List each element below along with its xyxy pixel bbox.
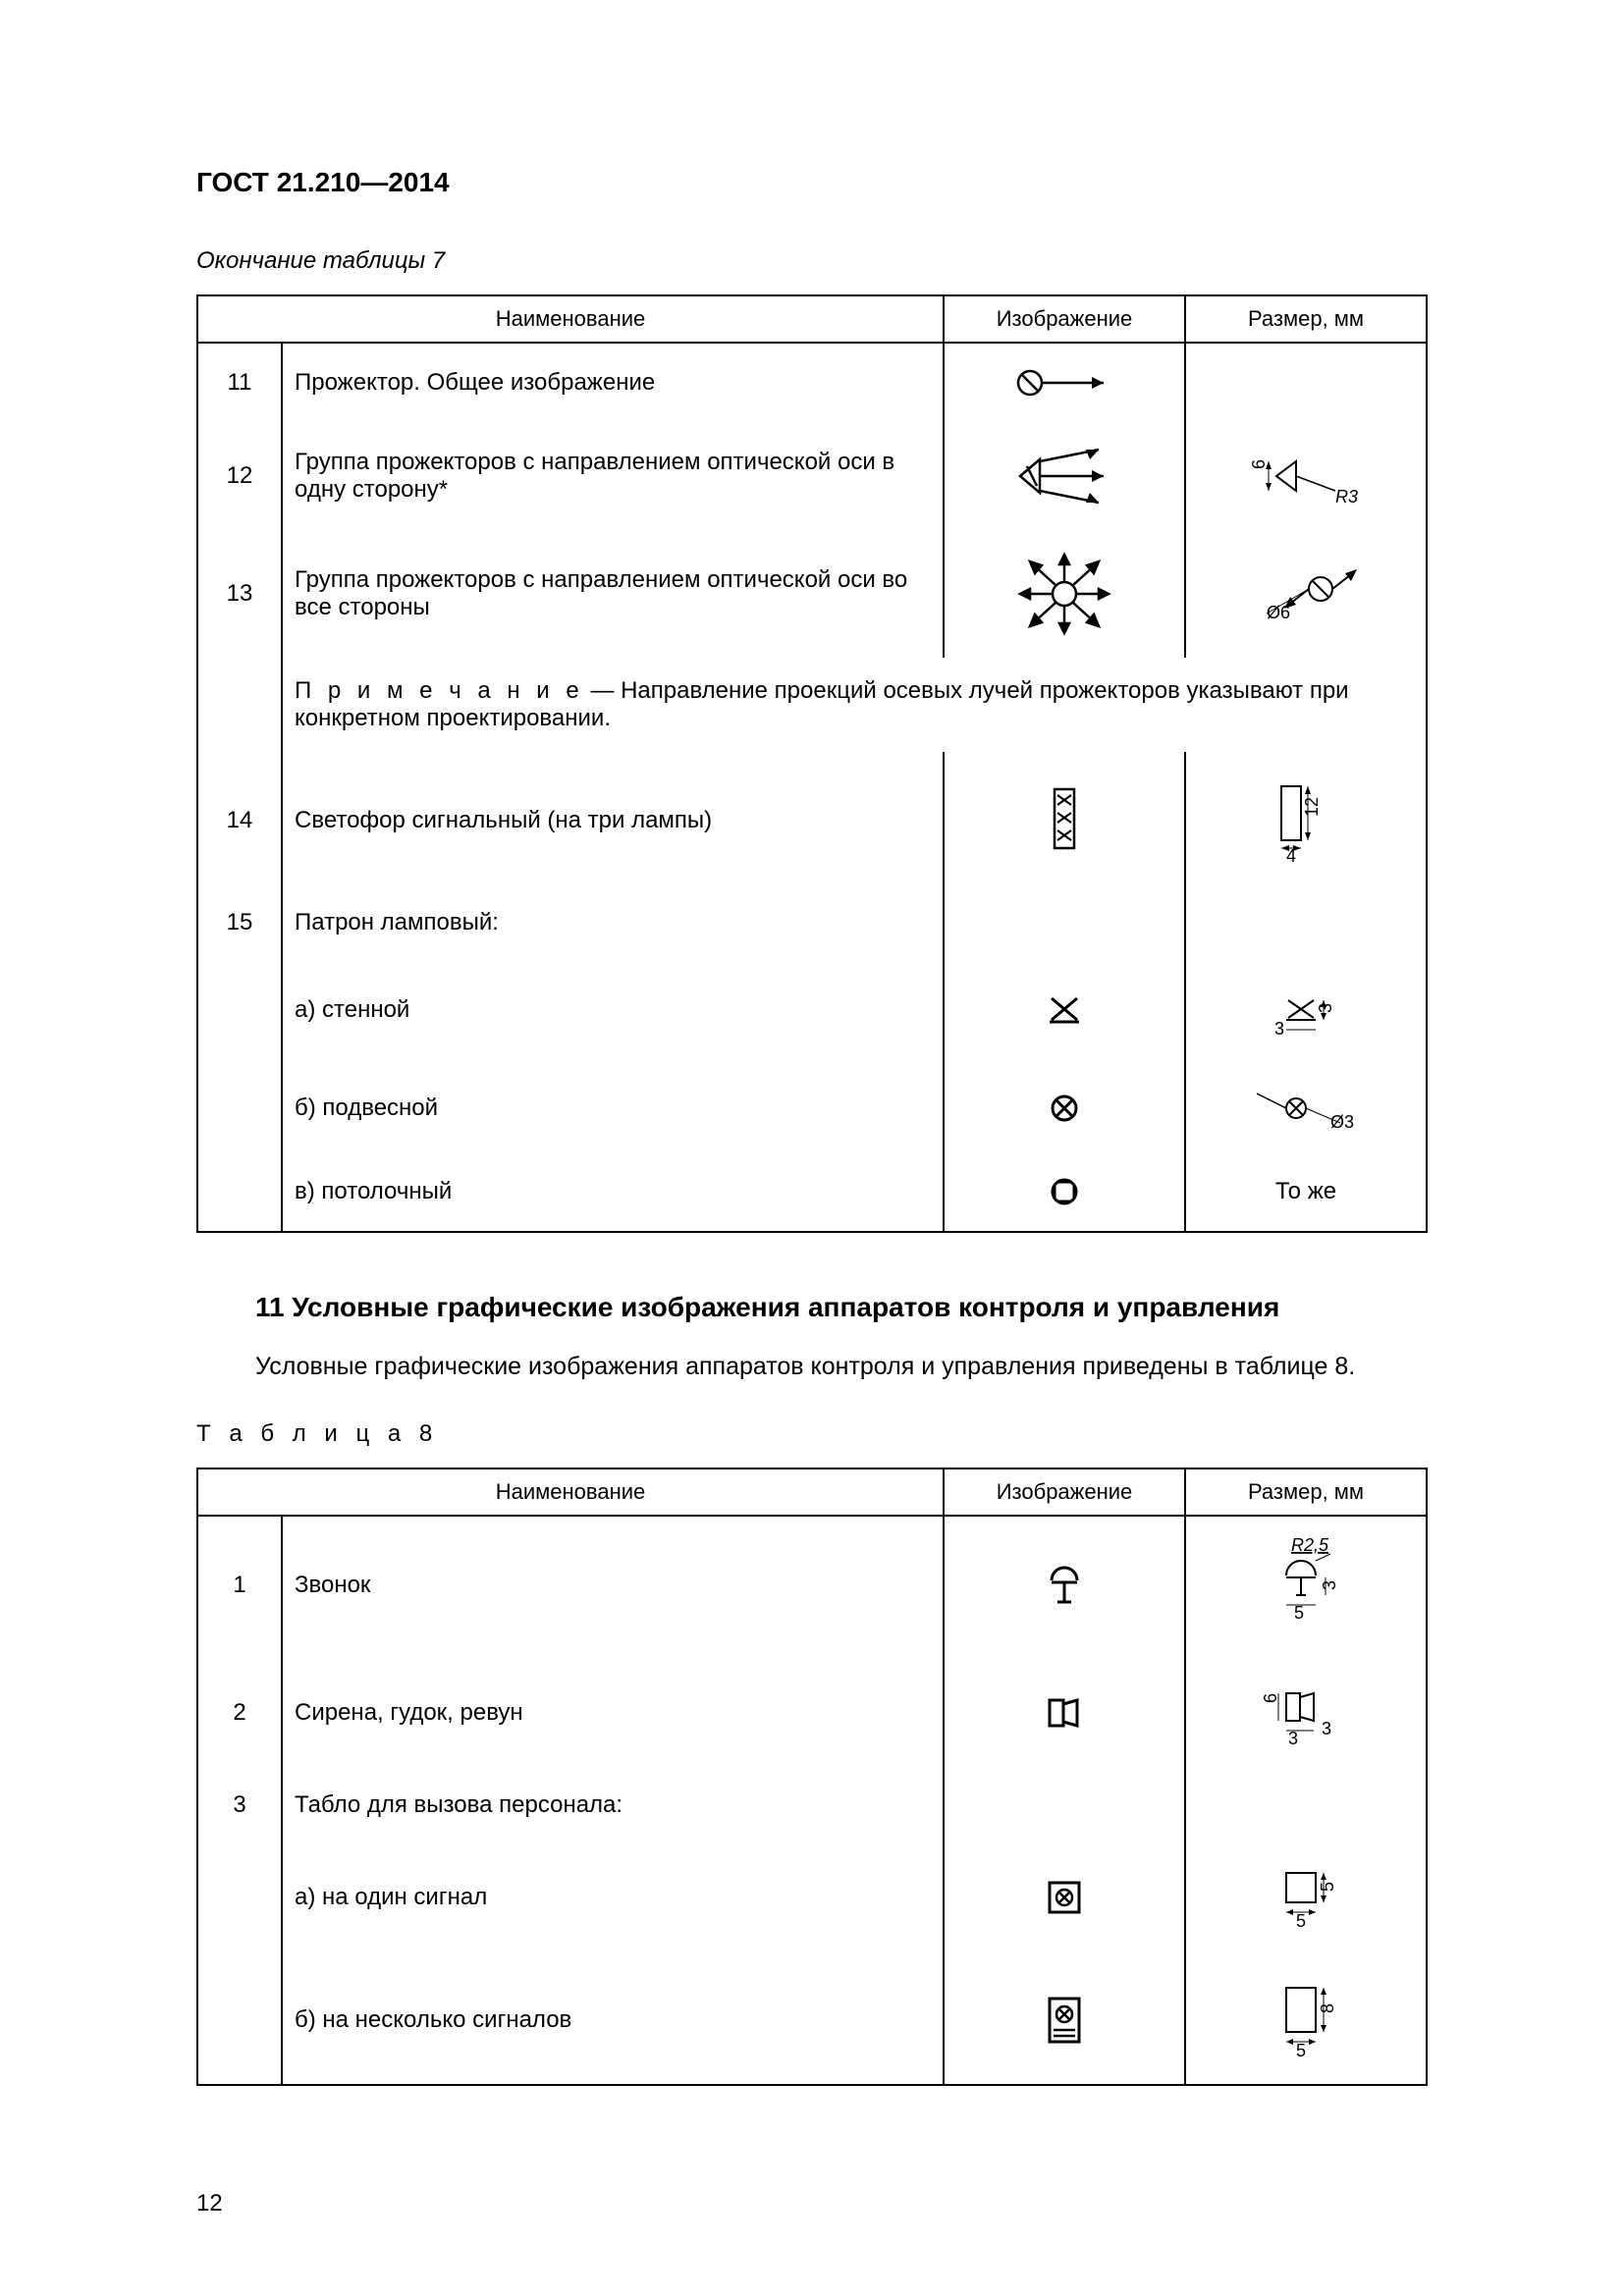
svg-text:3: 3 [1288, 1729, 1298, 1748]
page-number: 12 [196, 2190, 223, 2217]
table7-caption: Окончание таблицы 7 [196, 247, 1428, 275]
svg-text:3: 3 [1274, 1019, 1284, 1039]
table-8: Наименование Изображение Размер, мм 1 Зв… [196, 1468, 1428, 2086]
row-num: 13 [197, 530, 282, 658]
row-size: Ø6 [1185, 530, 1427, 658]
svg-text:Ø3: Ø3 [1330, 1112, 1354, 1132]
svg-text:3: 3 [1316, 1003, 1335, 1013]
row-size: Ø3 [1185, 1064, 1427, 1152]
row-num: 12 [197, 422, 282, 530]
svg-text:5: 5 [1296, 1911, 1306, 1931]
col-header-size: Размер, мм [1185, 295, 1427, 343]
table7-note: П р и м е ч а н и е — Направление проекц… [282, 658, 1427, 752]
col-header-image: Изображение [944, 295, 1185, 343]
symbol-siren [944, 1654, 1185, 1772]
symbol-call-board-multi [944, 1956, 1185, 2085]
row-name: Группа прожекторов с направлением оптиче… [282, 422, 944, 530]
row-num: 1 [197, 1516, 282, 1654]
row-num: 11 [197, 343, 282, 422]
row-size: 5 5 [1185, 1839, 1427, 1956]
row-size: 6 R3 [1185, 422, 1427, 530]
symbol-traffic-light [944, 752, 1185, 889]
svg-text:6: 6 [1249, 459, 1269, 469]
symbol-pendant-socket [944, 1064, 1185, 1152]
row-subname: б) на несколько сигналов [282, 1956, 944, 2085]
svg-text:8: 8 [1318, 2003, 1337, 2013]
svg-text:6: 6 [1261, 1693, 1280, 1703]
col-header-image: Изображение [944, 1468, 1185, 1516]
row-size [1185, 343, 1427, 422]
row-num: 3 [197, 1772, 282, 1839]
row-subname: а) на один сигнал [282, 1839, 944, 1956]
table8-label: Т а б л и ц а 8 [196, 1420, 1428, 1448]
symbol-bell [944, 1516, 1185, 1654]
svg-text:3: 3 [1320, 1580, 1339, 1590]
svg-text:R2,5: R2,5 [1291, 1536, 1329, 1555]
row-name: Патрон ламповый: [282, 889, 944, 956]
svg-text:3: 3 [1322, 1719, 1331, 1738]
symbol-wall-socket [944, 956, 1185, 1064]
row-size: R2,5 3 5 [1185, 1516, 1427, 1654]
row-size: 12 4 [1185, 752, 1427, 889]
svg-text:5: 5 [1296, 2041, 1306, 2060]
row-name: Группа прожекторов с направлением оптиче… [282, 530, 944, 658]
row-name: Табло для вызова персонала: [282, 1772, 944, 1839]
col-header-name: Наименование [197, 1468, 944, 1516]
col-header-name: Наименование [197, 295, 944, 343]
svg-text:R3: R3 [1335, 487, 1358, 507]
table-7: Наименование Изображение Размер, мм 11 П… [196, 294, 1428, 1233]
svg-text:5: 5 [1294, 1603, 1304, 1623]
row-subname: в) потолочный [282, 1152, 944, 1232]
section-11-paragraph: Условные графические изображения аппарат… [255, 1353, 1428, 1381]
symbol-projector-group-one-dir [944, 422, 1185, 530]
document-standard: ГОСТ 21.210—2014 [196, 167, 1428, 198]
col-header-size: Размер, мм [1185, 1468, 1427, 1516]
row-subname: б) подвесной [282, 1064, 944, 1152]
symbol-projector [944, 343, 1185, 422]
svg-text:4: 4 [1286, 846, 1296, 866]
svg-text:Ø6: Ø6 [1267, 603, 1290, 622]
row-num: 2 [197, 1654, 282, 1772]
row-subname: а) стенной [282, 956, 944, 1064]
row-num: 15 [197, 889, 282, 956]
section-11-heading: 11 Условные графические изображения аппа… [255, 1292, 1428, 1323]
row-name: Прожектор. Общее изображение [282, 343, 944, 422]
row-size: 6 3 3 [1185, 1654, 1427, 1772]
row-name: Звонок [282, 1516, 944, 1654]
row-name: Сирена, гудок, ревун [282, 1654, 944, 1772]
row-size: 3 3 [1185, 956, 1427, 1064]
svg-text:12: 12 [1302, 797, 1322, 817]
page: ГОСТ 21.210—2014 Окончание таблицы 7 Наи… [0, 0, 1624, 2296]
svg-text:5: 5 [1318, 1882, 1337, 1892]
row-num: 14 [197, 752, 282, 889]
row-name: Светофор сигнальный (на три лампы) [282, 752, 944, 889]
row-size-text: То же [1185, 1152, 1427, 1232]
note-blank [197, 658, 282, 752]
symbol-projector-group-all-dir [944, 530, 1185, 658]
row-size: 8 5 [1185, 1956, 1427, 2085]
symbol-call-board-single [944, 1839, 1185, 1956]
symbol-ceiling-socket [944, 1152, 1185, 1232]
